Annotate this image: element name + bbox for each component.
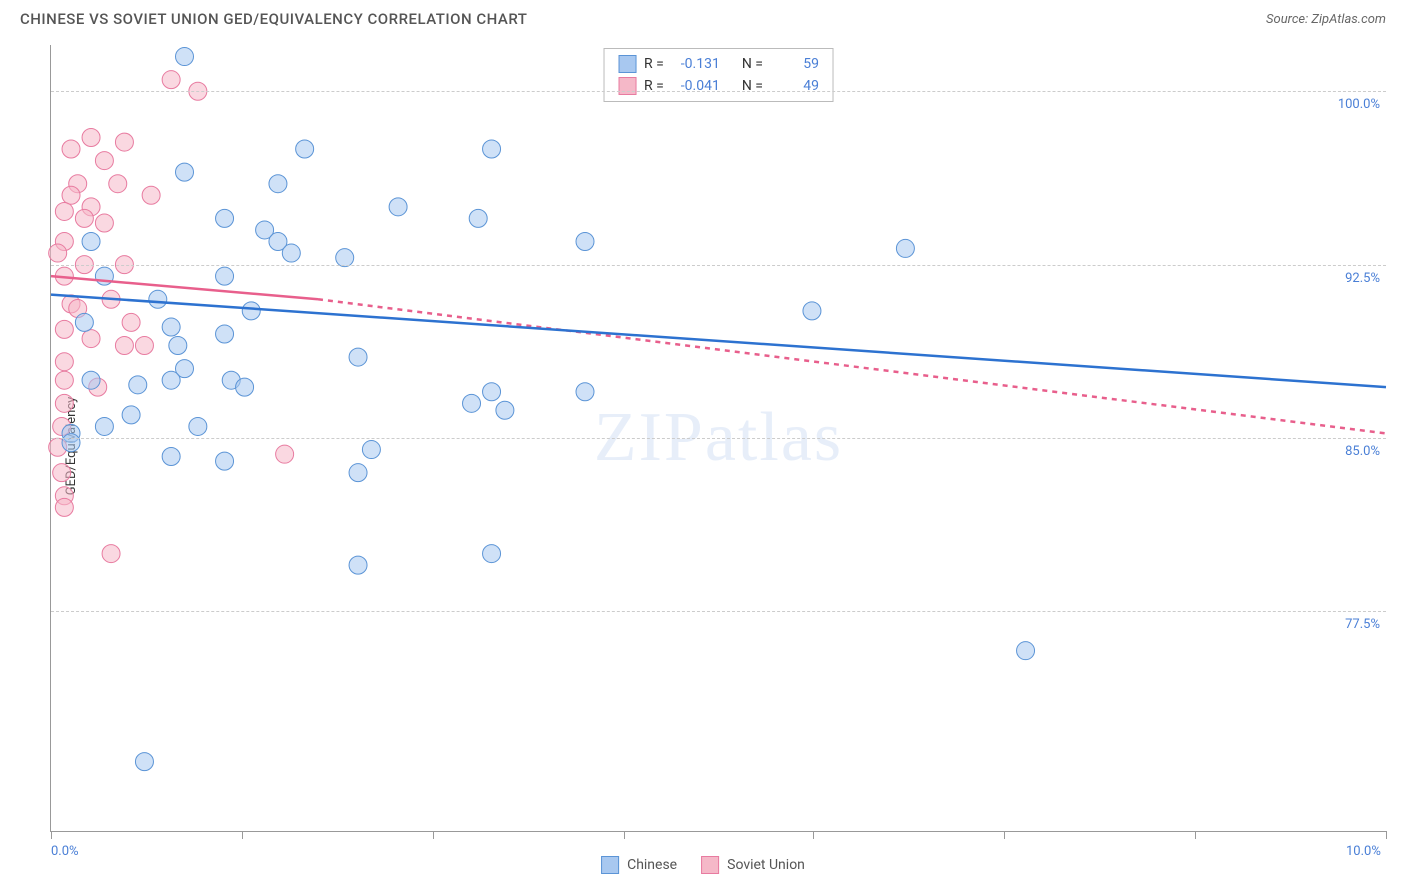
- data-point: [142, 186, 160, 204]
- legend-item-chinese: Chinese: [601, 856, 677, 874]
- x-tick: [624, 831, 625, 839]
- trend-line: [51, 276, 318, 299]
- data-point: [349, 556, 367, 574]
- gridline: [51, 265, 1386, 266]
- data-point: [129, 376, 147, 394]
- gridline: [51, 91, 1386, 92]
- data-point: [95, 152, 113, 170]
- data-point: [276, 445, 294, 463]
- data-point: [115, 337, 133, 355]
- data-point: [135, 337, 153, 355]
- data-point: [82, 371, 100, 389]
- data-point: [282, 244, 300, 262]
- data-point: [102, 545, 120, 563]
- data-point: [49, 244, 67, 262]
- data-point: [236, 378, 254, 396]
- legend-label-chinese: Chinese: [627, 857, 677, 873]
- x-tick: [1195, 831, 1196, 839]
- data-point: [576, 233, 594, 251]
- data-point: [109, 175, 127, 193]
- data-point: [162, 71, 180, 89]
- chart-plot-area: ZIPatlas R = -0.131 N = 59 R = -0.041 N …: [50, 45, 1386, 832]
- source-credit: Source: ZipAtlas.com: [1266, 12, 1386, 27]
- chart-title: CHINESE VS SOVIET UNION GED/EQUIVALENCY …: [20, 10, 527, 28]
- data-point: [75, 209, 93, 227]
- data-point: [349, 464, 367, 482]
- data-point: [62, 140, 80, 158]
- swatch-pink-icon: [701, 856, 719, 874]
- data-point: [82, 233, 100, 251]
- data-point: [483, 383, 501, 401]
- data-point: [463, 394, 481, 412]
- data-point: [55, 202, 73, 220]
- legend-item-soviet: Soviet Union: [701, 856, 805, 874]
- x-tick: [1004, 831, 1005, 839]
- data-point: [169, 337, 187, 355]
- data-point: [576, 383, 594, 401]
- data-point: [803, 302, 821, 320]
- data-point: [162, 447, 180, 465]
- data-point: [389, 198, 407, 216]
- trend-line: [318, 299, 1386, 433]
- x-tick-label: 10.0%: [1346, 844, 1381, 859]
- y-tick-label: 77.5%: [1345, 617, 1380, 632]
- data-point: [216, 209, 234, 227]
- x-tick-label: 0.0%: [51, 844, 79, 859]
- data-point: [216, 452, 234, 470]
- data-point: [216, 267, 234, 285]
- x-tick: [1386, 831, 1387, 839]
- data-point: [469, 209, 487, 227]
- data-point: [242, 302, 260, 320]
- data-point: [62, 434, 80, 452]
- data-point: [55, 498, 73, 516]
- data-point: [296, 140, 314, 158]
- data-point: [82, 128, 100, 146]
- data-point: [176, 48, 194, 66]
- data-point: [135, 753, 153, 771]
- data-point: [149, 290, 167, 308]
- data-point: [216, 325, 234, 343]
- trend-line: [51, 295, 1386, 387]
- data-point: [75, 313, 93, 331]
- data-point: [55, 353, 73, 371]
- legend-label-soviet: Soviet Union: [727, 857, 805, 873]
- data-point: [483, 140, 501, 158]
- data-point: [95, 214, 113, 232]
- data-point: [55, 394, 73, 412]
- y-tick-label: 85.0%: [1345, 444, 1380, 459]
- data-point: [55, 320, 73, 338]
- bottom-legend: Chinese Soviet Union: [601, 856, 805, 874]
- data-point: [53, 464, 71, 482]
- x-tick: [51, 831, 52, 839]
- data-point: [269, 175, 287, 193]
- data-point: [55, 371, 73, 389]
- x-tick: [813, 831, 814, 839]
- data-point: [62, 186, 80, 204]
- data-point: [1017, 642, 1035, 660]
- data-point: [122, 406, 140, 424]
- data-point: [162, 371, 180, 389]
- x-tick: [242, 831, 243, 839]
- data-point: [496, 401, 514, 419]
- x-tick: [433, 831, 434, 839]
- data-point: [82, 330, 100, 348]
- data-point: [95, 417, 113, 435]
- data-point: [162, 318, 180, 336]
- y-tick-label: 100.0%: [1338, 97, 1380, 112]
- gridline: [51, 611, 1386, 612]
- data-point: [189, 417, 207, 435]
- data-point: [896, 239, 914, 257]
- data-point: [362, 441, 380, 459]
- data-point: [115, 133, 133, 151]
- data-point: [176, 163, 194, 181]
- y-tick-label: 92.5%: [1345, 271, 1380, 286]
- data-point: [483, 545, 501, 563]
- data-point: [349, 348, 367, 366]
- data-point: [122, 313, 140, 331]
- swatch-blue-icon: [601, 856, 619, 874]
- gridline: [51, 438, 1386, 439]
